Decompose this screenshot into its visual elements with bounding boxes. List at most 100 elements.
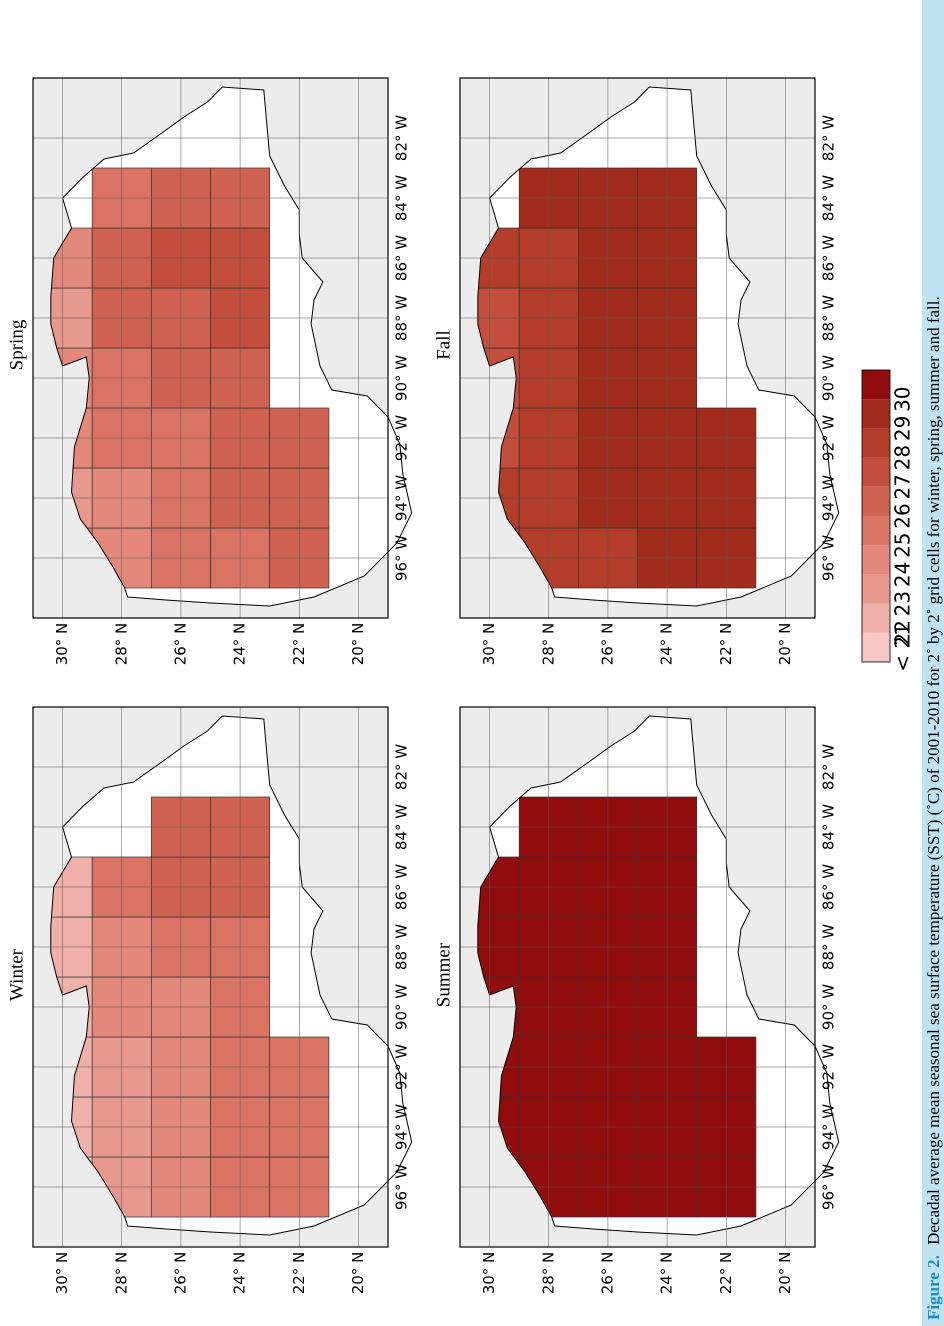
caption-text: Decadal average mean seasonal sea surfac… [924,296,943,1245]
lon-tick-label: 82° W [820,744,838,790]
lat-tick-label: 24° N [658,623,676,666]
lon-tick-label: 84° W [820,804,838,850]
lon-tick-label: 90° W [820,355,838,401]
lon-tick-label: 94° W [393,475,411,521]
legend-swatch [862,632,890,662]
map-panels: 96° W 94° W 92° W 90° W 88° W 86° W 84° W 82° W… [6,77,840,1295]
lon-tick-label: 82° W [820,115,838,161]
legend-label: 22 [891,620,915,645]
lon-tick-label: 90° W [393,355,411,401]
legend-label: 28 [891,445,915,470]
map-panel-summer: 96° W 94° W 92° W 90° W 88° W 86° W 84° W 82° W… [433,706,840,1295]
lon-tick-label: 86° W [393,864,411,910]
legend-label: 26 [891,503,915,528]
lat-tick-label: 28° N [539,623,557,666]
lon-tick-label: 92° W [820,1044,838,1090]
legend-frame [861,369,891,663]
lon-tick-label: 82° W [393,744,411,790]
lon-tick-label: 96° W [820,535,838,581]
lat-tick-label: 24° N [231,623,249,666]
lat-tick-label: 22° N [717,1252,735,1295]
lat-tick-label: 20° N [776,1252,794,1295]
panel-title: Winter [6,948,27,1001]
lon-tick-label: 92° W [393,1044,411,1090]
lon-tick-label: 86° W [820,235,838,281]
map-panel-winter: 96° W 94° W 92° W 90° W 88° W 86° W 84° W 82° W… [6,706,413,1295]
map-frame [459,706,816,1248]
lat-tick-label: 22° N [290,623,308,666]
lon-tick-label: 90° W [393,984,411,1030]
lat-tick-label: 22° N [290,1252,308,1295]
graticule [33,707,388,1247]
lon-tick-label: 84° W [393,804,411,850]
lat-tick-label: 30° N [53,623,71,666]
legend-label: 25 [891,532,915,557]
legend-swatch [862,399,890,429]
lat-tick-label: 28° N [539,1252,557,1295]
lon-tick-label: 90° W [820,984,838,1030]
map-frame [459,77,816,619]
lat-tick-label: 26° N [171,623,189,666]
lon-tick-label: 96° W [393,1164,411,1210]
lon-tick-label: 88° W [393,295,411,341]
lon-tick-label: 88° W [820,295,838,341]
lat-tick-label: 30° N [53,1252,71,1295]
panel-title: Spring [6,319,27,370]
lat-tick-label: 24° N [658,1252,676,1295]
coastline [50,86,413,607]
legend-label: 30 [891,386,915,411]
svg-text:Figure 2. Decadal averag: Figure 2. Decadal average mean seasonal … [924,296,943,1320]
map-panel-spring: 96° W 94° W 92° W 90° W 88° W 86° W 84° W 82° W… [6,77,413,666]
legend-label: < 21 [891,623,915,672]
legend-label: 29 [891,416,915,441]
lon-tick-label: 94° W [820,475,838,521]
lat-tick-label: 26° N [598,623,616,666]
lat-tick-label: 26° N [171,1252,189,1295]
lon-tick-label: 92° W [820,415,838,461]
lat-tick-label: 28° N [112,623,130,666]
map-panel-fall: 96° W 94° W 92° W 90° W 88° W 86° W 84° W 82° W… [433,77,840,666]
legend-swatch [862,545,890,575]
panel-title: Summer [433,942,454,1007]
lon-tick-label: 84° W [820,175,838,221]
graticule [460,78,815,618]
lat-tick-label: 30° N [480,623,498,666]
map-frame [32,706,389,1248]
graticule [33,78,388,618]
lon-tick-label: 88° W [393,924,411,970]
lon-tick-label: 94° W [393,1104,411,1150]
lon-tick-label: 96° W [393,535,411,581]
legend-label: 23 [891,591,915,616]
lon-tick-label: 86° W [393,235,411,281]
caption-bar [922,0,944,1326]
lon-tick-label: 88° W [820,924,838,970]
figure-caption: Figure 2. Decadal average mean seasonal … [924,296,943,1320]
legend-swatch [862,574,890,604]
coastline [477,715,840,1236]
panel-title: Fall [433,330,454,360]
legend-label: 27 [891,474,915,499]
lon-tick-label: 92° W [393,415,411,461]
lat-tick-label: 20° N [776,623,794,666]
legend-swatch [862,457,890,487]
legend-swatch [862,428,890,458]
lat-tick-label: 30° N [480,1252,498,1295]
coastline [477,86,840,607]
lon-tick-label: 84° W [393,175,411,221]
lat-tick-label: 28° N [112,1252,130,1295]
lat-tick-label: 20° N [349,623,367,666]
graticule [460,707,815,1247]
lat-tick-label: 26° N [598,1252,616,1295]
lon-tick-label: 94° W [820,1104,838,1150]
legend-swatch [862,603,890,633]
lon-tick-label: 96° W [820,1164,838,1210]
lon-tick-label: 86° W [820,864,838,910]
caption-label: Figure 2. [924,1255,943,1320]
legend-swatch [862,516,890,546]
lat-tick-label: 24° N [231,1252,249,1295]
lat-tick-label: 22° N [717,623,735,666]
lat-tick-label: 20° N [349,1252,367,1295]
legend-swatch [862,486,890,516]
map-frame [32,77,389,619]
